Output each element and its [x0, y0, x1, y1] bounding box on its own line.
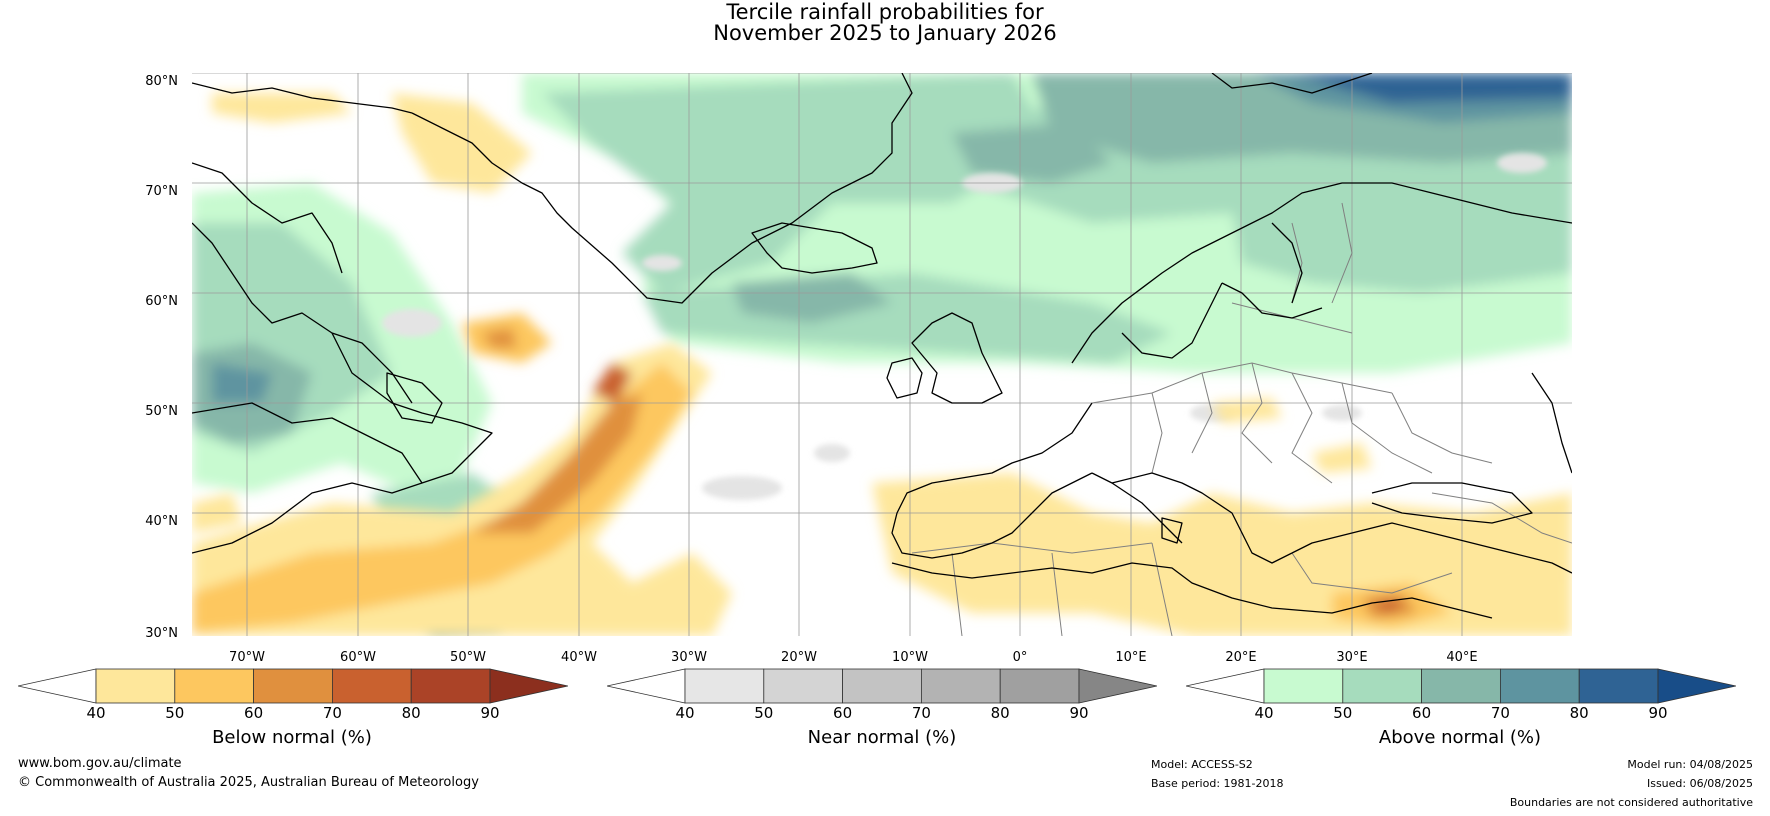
coastlines — [192, 73, 1572, 619]
colorbar-box — [999, 668, 1080, 704]
colorbar-tick-label: 80 — [1569, 704, 1589, 722]
colorbar-tick-label: 40 — [86, 704, 106, 722]
lon-label-50w: 50°W — [450, 650, 486, 665]
colorbar-tick-label: 70 — [322, 704, 342, 722]
colorbar-arrow-low — [1185, 668, 1265, 704]
colorbar-box — [1342, 668, 1423, 704]
colorbar-svg — [1185, 668, 1737, 704]
map-title-line-1: Tercile rainfall probabilities for — [726, 0, 1044, 24]
colorbar-box — [410, 668, 491, 704]
colorbar-tick-label: 80 — [401, 704, 421, 722]
colorbar-tick-label: 40 — [1254, 704, 1274, 722]
colorbar-arrow-high — [1657, 668, 1737, 704]
rainfall-probability-map — [192, 73, 1572, 636]
colorbar-box — [174, 668, 255, 704]
footer-issued: Issued: 06/08/2025 — [1646, 777, 1753, 790]
colorbar-box — [763, 668, 844, 704]
lat-label-50n: 50°N — [145, 404, 178, 419]
colorbar-arrow-low — [606, 668, 686, 704]
colorbar-box — [1421, 668, 1501, 704]
lon-label-10e: 10°E — [1115, 650, 1147, 665]
lat-label-30n: 30°N — [145, 626, 178, 641]
lon-label-0: 0° — [1012, 650, 1028, 665]
map-title-line-2: November 2025 to January 2026 — [713, 21, 1057, 45]
footer-website: www.bom.gov.au/climate — [18, 756, 182, 771]
colorbar-box — [331, 668, 412, 704]
colorbar-below-normal — [17, 668, 569, 708]
colorbar-below-normal-label: Below normal (%) — [212, 727, 372, 748]
colorbar-arrow-high — [1078, 668, 1158, 704]
lat-label-70n: 70°N — [145, 184, 178, 199]
colorbar-arrow-low — [17, 668, 97, 704]
colorbar-svg — [17, 668, 569, 704]
colorbar-box — [842, 668, 922, 704]
above-normal-field — [192, 73, 1572, 633]
colorbar-tick-label: 80 — [990, 704, 1010, 722]
lon-label-20w: 20°W — [781, 650, 817, 665]
country-borders — [911, 202, 1572, 636]
lon-label-20e: 20°E — [1225, 650, 1257, 665]
colorbar-tick-label: 70 — [911, 704, 931, 722]
lon-label-60w: 60°W — [340, 650, 376, 665]
lon-label-10w: 10°W — [892, 650, 928, 665]
colorbar-tick-label: 60 — [1412, 704, 1432, 722]
colorbar-above-normal — [1185, 668, 1737, 708]
colorbar-tick-label: 50 — [165, 704, 185, 722]
colorbar-box — [920, 668, 1001, 704]
colorbar-above-normal-label: Above normal (%) — [1378, 727, 1542, 748]
colorbar-box — [1499, 668, 1580, 704]
colorbar-box — [253, 668, 333, 704]
colorbar-tick-label: 60 — [833, 704, 853, 722]
colorbar-near-normal-label: Near normal (%) — [807, 727, 957, 748]
footer-model-run: Model run: 04/08/2025 — [1627, 758, 1753, 771]
lon-label-40e: 40°E — [1446, 650, 1478, 665]
lat-label-80n: 80°N — [145, 74, 178, 89]
colorbar-box — [1263, 668, 1344, 704]
colorbar-tick-label: 40 — [675, 704, 695, 722]
lat-label-40n: 40°N — [145, 514, 178, 529]
footer-disclaimer: Boundaries are not considered authoritat… — [1509, 796, 1753, 809]
lon-label-70w: 70°W — [229, 650, 265, 665]
colorbar-box — [684, 668, 765, 704]
colorbar-tick-label: 90 — [480, 704, 500, 722]
footer-base-period: Base period: 1981-2018 — [1151, 777, 1284, 790]
colorbar-tick-label: 50 — [1333, 704, 1353, 722]
colorbar-box — [1578, 668, 1659, 704]
colorbar-tick-label: 90 — [1648, 704, 1668, 722]
footer-model: Model: ACCESS-S2 — [1151, 758, 1253, 771]
colorbar-near-normal — [606, 668, 1158, 708]
footer-copyright: © Commonwealth of Australia 2025, Austra… — [18, 775, 479, 790]
lon-label-30e: 30°E — [1336, 650, 1368, 665]
colorbar-box — [95, 668, 176, 704]
colorbar-tick-label: 70 — [1490, 704, 1510, 722]
lon-label-40w: 40°W — [561, 650, 597, 665]
colorbar-svg — [606, 668, 1158, 704]
lat-label-60n: 60°N — [145, 294, 178, 309]
colorbar-tick-label: 60 — [244, 704, 264, 722]
colorbar-tick-label: 50 — [754, 704, 774, 722]
colorbar-arrow-high — [489, 668, 569, 704]
colorbar-tick-label: 90 — [1069, 704, 1089, 722]
lon-label-30w: 30°W — [671, 650, 707, 665]
map-canvas — [192, 73, 1572, 636]
